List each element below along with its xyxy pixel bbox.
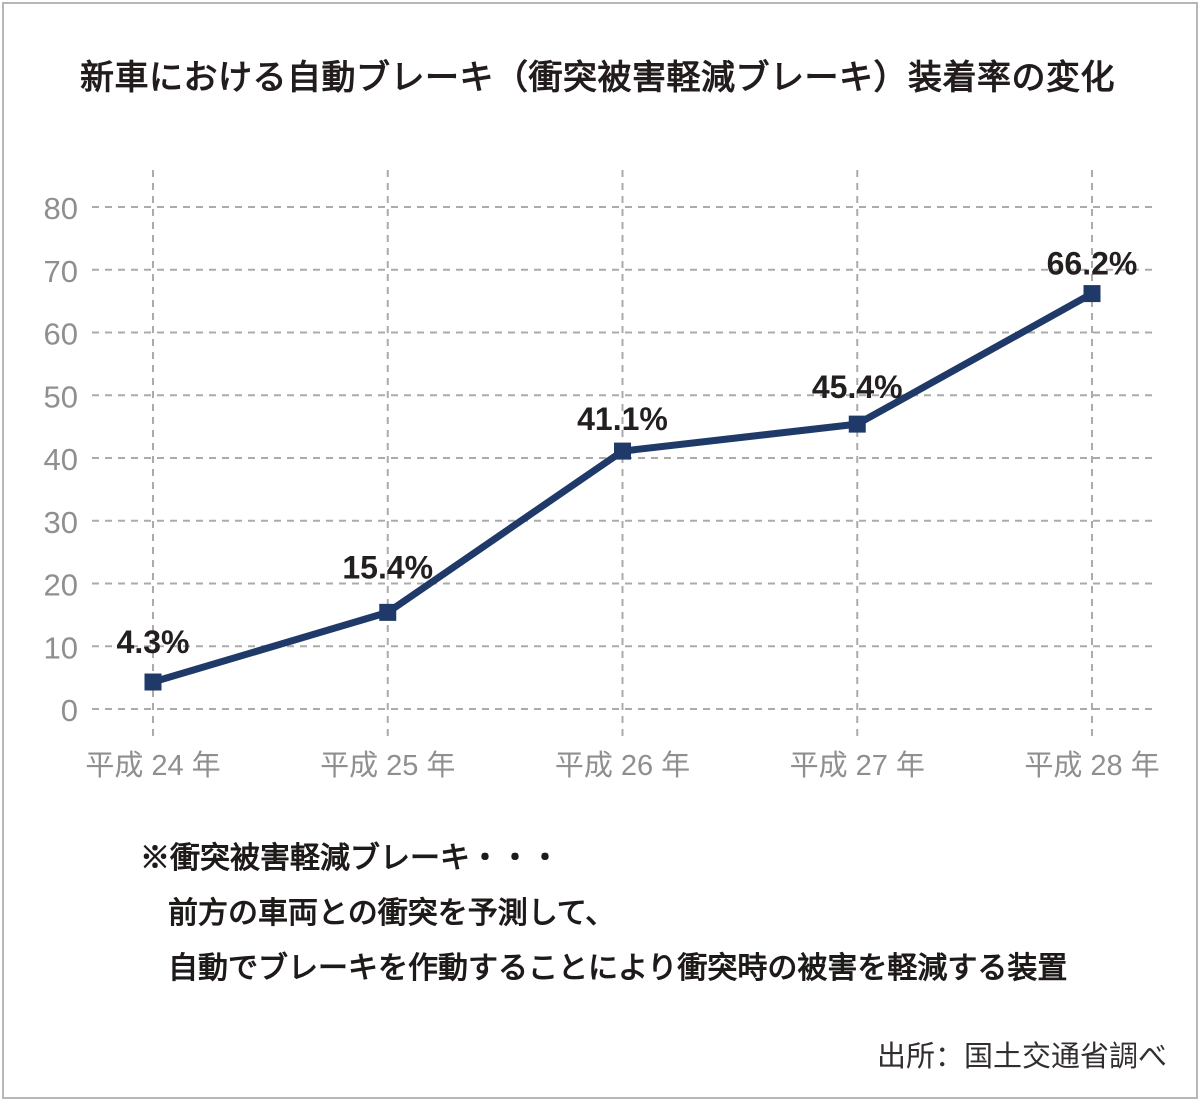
data-point-marker	[1083, 285, 1101, 303]
y-tick-label: 10	[44, 630, 78, 665]
y-tick-label: 40	[44, 442, 78, 477]
data-point-label: 15.4%	[342, 549, 433, 585]
chart-title: 新車における自動ブレーキ（衝突被害軽減ブレーキ）装着率の変化	[80, 59, 1115, 97]
data-point-label: 66.2%	[1047, 246, 1138, 282]
data-point-label: 45.4%	[812, 369, 903, 405]
y-tick-label: 60	[44, 317, 78, 352]
footnote-heading: ※衝突被害軽減ブレーキ・・・	[140, 842, 560, 875]
data-point-marker	[379, 603, 397, 621]
x-tick-label: 平成 26 年	[555, 749, 690, 782]
y-tick-label: 20	[44, 568, 78, 603]
data-point-marker	[614, 442, 631, 460]
data-point-label: 41.1%	[577, 401, 668, 437]
source-credit: 出所：国土交通省調べ	[876, 1041, 1167, 1073]
data-point-label: 4.3%	[117, 624, 190, 660]
data-point-marker	[144, 673, 162, 691]
y-tick-label: 30	[44, 505, 78, 540]
y-tick-label: 70	[44, 254, 78, 289]
y-tick-label: 50	[44, 379, 78, 414]
y-tick-label: 80	[44, 191, 78, 226]
footnote-line-2: 自動でブレーキを作動することにより衝突時の被害を軽減する装置	[168, 952, 1068, 985]
data-point-marker	[848, 415, 866, 433]
x-tick-label: 平成 28 年	[1024, 749, 1159, 782]
footnote-line-1: 前方の車両との衝突を予測して、	[168, 897, 616, 930]
x-tick-label: 平成 24 年	[85, 749, 220, 782]
x-tick-label: 平成 27 年	[790, 749, 925, 782]
y-tick-label: 0	[61, 693, 78, 728]
x-tick-label: 平成 25 年	[320, 749, 455, 782]
